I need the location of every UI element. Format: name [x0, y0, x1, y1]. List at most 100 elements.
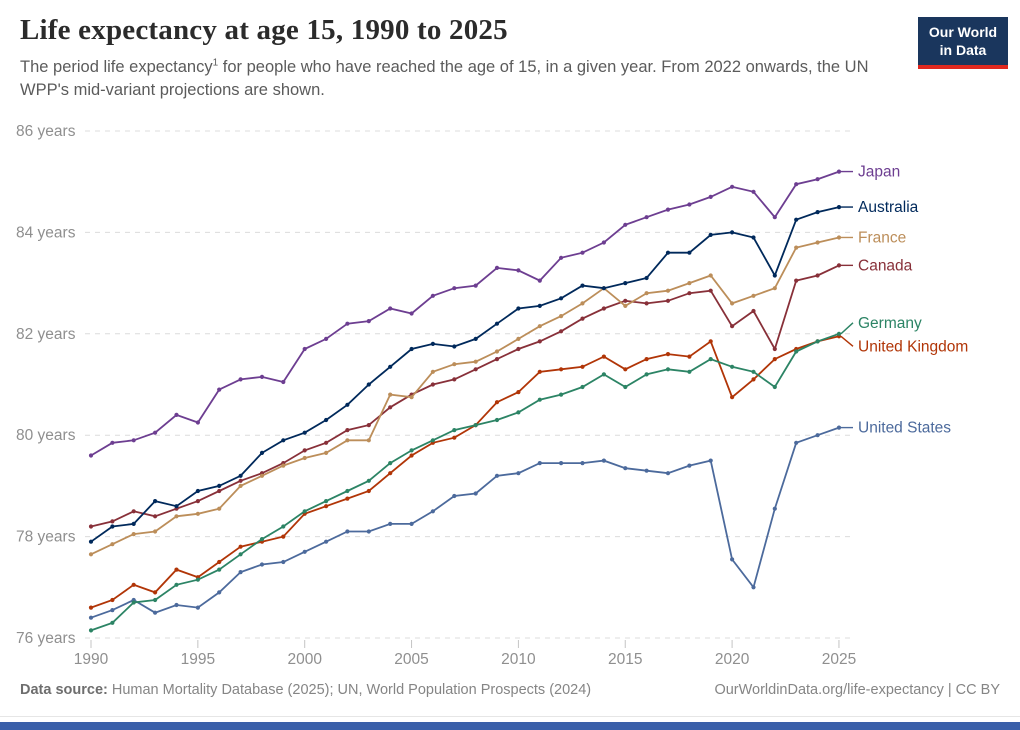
series-point-japan-2016: [644, 215, 649, 220]
owid-logo[interactable]: Our World in Data: [918, 17, 1008, 69]
series-point-australia-1995: [195, 488, 200, 494]
series-label-australia[interactable]: Australia: [858, 199, 919, 216]
series-point-france-2002: [345, 438, 350, 443]
series-point-united-states-1994: [174, 602, 179, 608]
series-point-canada-2013: [580, 316, 585, 321]
series-point-france-2013: [580, 301, 585, 306]
series-label-germany[interactable]: Germany: [858, 315, 922, 332]
series-point-united-kingdom-1994: [174, 567, 179, 572]
series-line-united-kingdom[interactable]: [90, 335, 840, 609]
series-label-connector-germany: [840, 322, 854, 335]
series-point-japan-2005: [409, 311, 414, 316]
series-point-united-kingdom-1999: [281, 534, 286, 539]
series-point-japan-2000: [302, 346, 307, 352]
series-point-germany-2004: [388, 461, 393, 466]
series-point-united-states-2008: [473, 491, 478, 496]
series-line-australia[interactable]: [90, 206, 840, 543]
series-point-germany-2003: [366, 478, 371, 483]
series-point-australia-2007: [452, 344, 457, 349]
series-point-france-1995: [195, 511, 200, 516]
series-point-france-2011: [537, 324, 542, 329]
series-point-australia-1994: [174, 504, 179, 509]
series-point-germany-1992: [131, 600, 136, 605]
series-point-germany-2017: [665, 367, 671, 372]
series-point-united-kingdom-1991: [110, 597, 115, 603]
series-point-japan-2025: [836, 169, 842, 174]
series-point-canada-2008: [473, 367, 478, 372]
series-label-united-kingdom[interactable]: United Kingdom: [858, 338, 968, 355]
series-label-canada[interactable]: Canada: [858, 257, 913, 274]
series-point-australia-2005: [409, 346, 414, 352]
series-point-united-kingdom-2007: [452, 435, 457, 440]
series-point-germany-1995: [195, 577, 200, 582]
series-point-germany-1999: [281, 524, 286, 529]
series-point-france-2003: [366, 438, 371, 443]
y-axis-label-82: 82 years: [16, 326, 76, 343]
page-title: Life expectancy at age 15, 1990 to 2025: [20, 14, 508, 46]
series-point-france-2024: [815, 240, 820, 245]
series-point-canada-1990: [88, 524, 94, 529]
series-point-france-2007: [452, 362, 457, 367]
series-label-connector-united-kingdom: [840, 335, 854, 347]
series-point-canada-2011: [537, 339, 542, 344]
series-label-united-states[interactable]: United States: [858, 420, 951, 437]
series-line-united-states[interactable]: [90, 426, 840, 619]
series-point-united-kingdom-2004: [388, 471, 393, 476]
series-line-germany[interactable]: [90, 332, 840, 632]
series-point-japan-2008: [473, 283, 478, 288]
footnote-marker[interactable]: 1: [212, 57, 219, 69]
series-point-australia-2012: [559, 296, 564, 301]
series-point-australia-2010: [516, 306, 521, 311]
series-point-japan-2004: [388, 306, 393, 311]
series-point-france-2023: [794, 245, 799, 250]
series-point-japan-1991: [110, 440, 115, 445]
series-point-japan-1994: [174, 412, 179, 417]
x-axis-label-1990: 1990: [74, 651, 109, 668]
series-point-france-1990: [88, 552, 94, 557]
series-point-united-states-1996: [217, 590, 222, 595]
series-point-japan-1992: [131, 438, 136, 443]
series-point-france-1998: [259, 473, 265, 478]
data-source-text: Human Mortality Database (2025); UN, Wor…: [107, 682, 592, 698]
series-point-united-kingdom-2022: [772, 357, 777, 362]
series-point-australia-2018: [687, 250, 692, 255]
series-point-australia-1993: [153, 499, 158, 504]
series-point-france-2010: [516, 336, 521, 341]
series-point-germany-2024: [815, 339, 820, 344]
series-point-france-2017: [665, 288, 671, 293]
data-source-label: Data source:: [20, 682, 108, 698]
subtitle-text-cont: for people who have reached the age of 1…: [20, 58, 869, 99]
series-point-united-states-1997: [238, 570, 243, 575]
series-point-australia-1997: [238, 473, 243, 478]
owid-credit-link[interactable]: OurWorldinData.org/life-expectancy | CC …: [714, 682, 1000, 698]
series-point-france-2019: [708, 273, 713, 278]
series-point-australia-2004: [388, 364, 393, 369]
series-point-united-states-2012: [559, 461, 564, 466]
series-point-germany-2005: [409, 448, 414, 453]
series-label-japan[interactable]: Japan: [858, 164, 900, 181]
series-point-germany-2000: [302, 509, 307, 514]
series-point-united-kingdom-2017: [665, 352, 671, 357]
series-point-united-kingdom-2013: [580, 364, 585, 369]
series-line-france[interactable]: [90, 236, 840, 556]
series-point-united-states-2025: [836, 425, 842, 430]
series-point-australia-2014: [601, 286, 607, 291]
series-point-germany-2018: [687, 369, 692, 374]
series-point-united-kingdom-2010: [516, 390, 521, 395]
series-point-japan-1999: [281, 379, 286, 385]
series-point-germany-2001: [324, 499, 329, 504]
series-label-france[interactable]: France: [858, 229, 906, 246]
series-point-germany-2019: [708, 357, 713, 362]
y-axis-label-86: 86 years: [16, 123, 76, 140]
series-point-australia-2019: [708, 232, 713, 237]
series-point-france-2018: [687, 281, 692, 286]
series-line-japan[interactable]: [90, 170, 840, 457]
series-line-canada[interactable]: [90, 264, 840, 528]
series-point-japan-2012: [559, 255, 564, 260]
series-point-united-states-2014: [601, 458, 607, 463]
series-point-japan-2010: [516, 268, 521, 273]
series-point-united-kingdom-2018: [687, 354, 692, 359]
series-point-france-2015: [623, 303, 628, 308]
series-point-japan-1995: [195, 420, 200, 425]
